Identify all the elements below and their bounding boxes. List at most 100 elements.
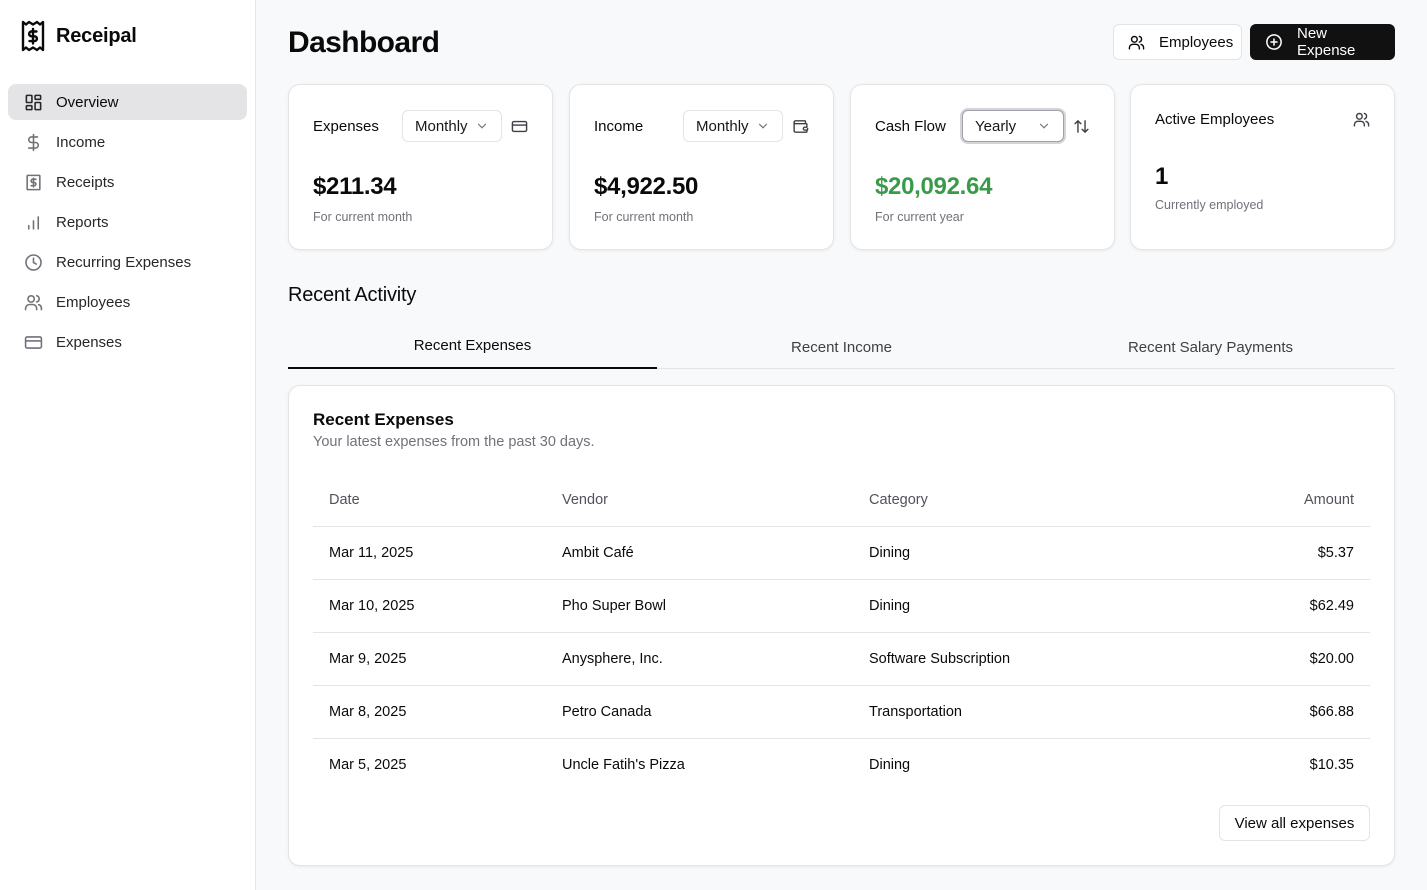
- sidebar-nav: Overview Income Receipts Reports Recurri…: [8, 84, 247, 364]
- receipt-logo-icon: [20, 20, 46, 52]
- stat-subtitle: For current month: [313, 210, 413, 224]
- column-header-amount: Amount: [1153, 474, 1370, 527]
- stat-value: $20,092.64: [875, 173, 993, 200]
- recent-expenses-card: Recent Expenses Your latest expenses fro…: [288, 385, 1395, 866]
- view-all-expenses-button[interactable]: View all expenses: [1219, 805, 1370, 841]
- cell-date: Mar 10, 2025: [313, 579, 546, 633]
- cell-amount: $62.49: [1153, 579, 1370, 633]
- cell-date: Mar 9, 2025: [313, 632, 546, 686]
- sidebar-item-label: Expenses: [56, 333, 122, 351]
- page-title: Dashboard: [288, 26, 440, 59]
- cell-vendor: Anysphere, Inc.: [546, 632, 853, 686]
- column-header-vendor: Vendor: [546, 474, 853, 527]
- select-value: Monthly: [696, 117, 749, 135]
- clock-icon: [24, 253, 43, 272]
- employees-button[interactable]: Employees: [1113, 24, 1242, 60]
- credit-card-icon: [510, 117, 528, 135]
- card-title: Active Employees: [1155, 110, 1275, 128]
- sidebar-item-label: Reports: [56, 213, 109, 231]
- table-row[interactable]: Mar 5, 2025 Uncle Fatih's Pizza Dining $…: [313, 738, 1370, 791]
- active-employees-card: Active Employees 1 Currently employed: [1130, 84, 1395, 250]
- stat-value: $4,922.50: [594, 173, 699, 200]
- cell-vendor: Pho Super Bowl: [546, 579, 853, 633]
- sidebar-item-reports[interactable]: Reports: [8, 204, 247, 240]
- credit-card-icon: [24, 333, 43, 352]
- users-icon: [1128, 34, 1145, 51]
- section-title: Recent Activity: [288, 284, 417, 306]
- stat-subtitle: Currently employed: [1155, 198, 1264, 212]
- bar-chart-icon: [24, 213, 43, 232]
- receipt-icon: [24, 173, 43, 192]
- stat-value: 1: [1155, 163, 1169, 190]
- cell-date: Mar 8, 2025: [313, 685, 546, 739]
- cash-flow-card: Cash Flow Yearly $20,092.64 For current …: [850, 84, 1115, 250]
- chevron-down-icon: [1037, 119, 1051, 133]
- card-title: Income: [594, 117, 644, 135]
- card-title: Cash Flow: [875, 117, 946, 135]
- sidebar-item-recurring-expenses[interactable]: Recurring Expenses: [8, 244, 247, 280]
- stat-value: $211.34: [313, 173, 397, 200]
- chevron-down-icon: [475, 119, 489, 133]
- sidebar-item-expenses[interactable]: Expenses: [8, 324, 247, 360]
- table-row[interactable]: Mar 9, 2025 Anysphere, Inc. Software Sub…: [313, 632, 1370, 686]
- stat-subtitle: For current month: [594, 210, 694, 224]
- tab-recent-expenses[interactable]: Recent Expenses: [288, 326, 657, 369]
- sidebar-item-overview[interactable]: Overview: [8, 84, 247, 120]
- chevron-down-icon: [756, 119, 770, 133]
- column-header-category: Category: [853, 474, 1153, 527]
- activity-tabs: Recent Expenses Recent Income Recent Sal…: [288, 326, 1395, 369]
- cell-amount: $10.35: [1309, 756, 1354, 773]
- table-header-row: Date Vendor Category Amount: [313, 474, 1370, 527]
- stat-subtitle: For current year: [875, 210, 964, 224]
- plus-circle-icon: [1265, 33, 1283, 51]
- column-header-date: Date: [313, 474, 546, 527]
- sidebar-item-label: Employees: [56, 293, 131, 311]
- new-expense-button[interactable]: New Expense: [1250, 24, 1395, 60]
- main-content: Dashboard Employees New Expense Expenses…: [256, 0, 1427, 890]
- new-expense-button-label: New Expense: [1297, 25, 1356, 59]
- period-select[interactable]: Monthly: [683, 110, 783, 142]
- table-row[interactable]: Mar 10, 2025 Pho Super Bowl Dining $62.4…: [313, 579, 1370, 633]
- income-card: Income Monthly $4,922.50 For current mon…: [569, 84, 834, 250]
- cell-category: Dining: [853, 579, 1153, 633]
- period-select[interactable]: Yearly: [962, 110, 1064, 142]
- cell-date: Mar 11, 2025: [313, 526, 546, 580]
- card-title: Expenses: [313, 117, 379, 135]
- sidebar-item-label: Receipts: [56, 173, 115, 191]
- expenses-table: Date Vendor Category Amount Mar 11, 2025…: [313, 474, 1370, 791]
- expenses-card: Expenses Monthly $211.34 For current mon…: [288, 84, 553, 250]
- card-title: Recent Expenses: [313, 410, 454, 429]
- cell-category: Software Subscription: [853, 632, 1153, 686]
- sidebar-item-label: Overview: [56, 93, 119, 111]
- brand[interactable]: Receipal: [20, 20, 137, 52]
- dashboard-icon: [24, 93, 43, 112]
- select-value: Yearly: [975, 117, 1017, 135]
- cell-date: Mar 5, 2025: [329, 756, 407, 773]
- sidebar-item-employees[interactable]: Employees: [8, 284, 247, 320]
- cell-amount: $5.37: [1153, 526, 1370, 580]
- wallet-icon: [791, 117, 809, 135]
- cell-vendor: Ambit Café: [546, 526, 853, 580]
- cell-amount: $20.00: [1153, 632, 1370, 686]
- period-select[interactable]: Monthly: [402, 110, 502, 142]
- sidebar-item-receipts[interactable]: Receipts: [8, 164, 247, 200]
- sidebar-item-label: Income: [56, 133, 106, 151]
- cell-category: Transportation: [853, 685, 1153, 739]
- users-icon: [24, 293, 43, 312]
- cell-amount: $66.88: [1153, 685, 1370, 739]
- dollar-icon: [24, 133, 43, 152]
- app-name: Receipal: [56, 24, 137, 47]
- sidebar-item-income[interactable]: Income: [8, 124, 247, 160]
- arrows-up-down-icon: [1072, 117, 1090, 135]
- sidebar-item-label: Recurring Expenses: [56, 253, 192, 271]
- table-row[interactable]: Mar 11, 2025 Ambit Café Dining $5.37: [313, 526, 1370, 580]
- card-description: Your latest expenses from the past 30 da…: [313, 434, 595, 450]
- tab-recent-income[interactable]: Recent Income: [791, 338, 892, 356]
- cell-vendor: Petro Canada: [546, 685, 853, 739]
- employees-button-label: Employees: [1159, 33, 1234, 51]
- tab-recent-salary-payments[interactable]: Recent Salary Payments: [1127, 338, 1294, 356]
- table-row[interactable]: Mar 8, 2025 Petro Canada Transportation …: [313, 685, 1370, 739]
- cell-vendor: Uncle Fatih's Pizza: [562, 756, 685, 773]
- cell-category: Dining: [869, 756, 911, 773]
- sidebar: Receipal Overview Income Receipts Report…: [0, 0, 256, 890]
